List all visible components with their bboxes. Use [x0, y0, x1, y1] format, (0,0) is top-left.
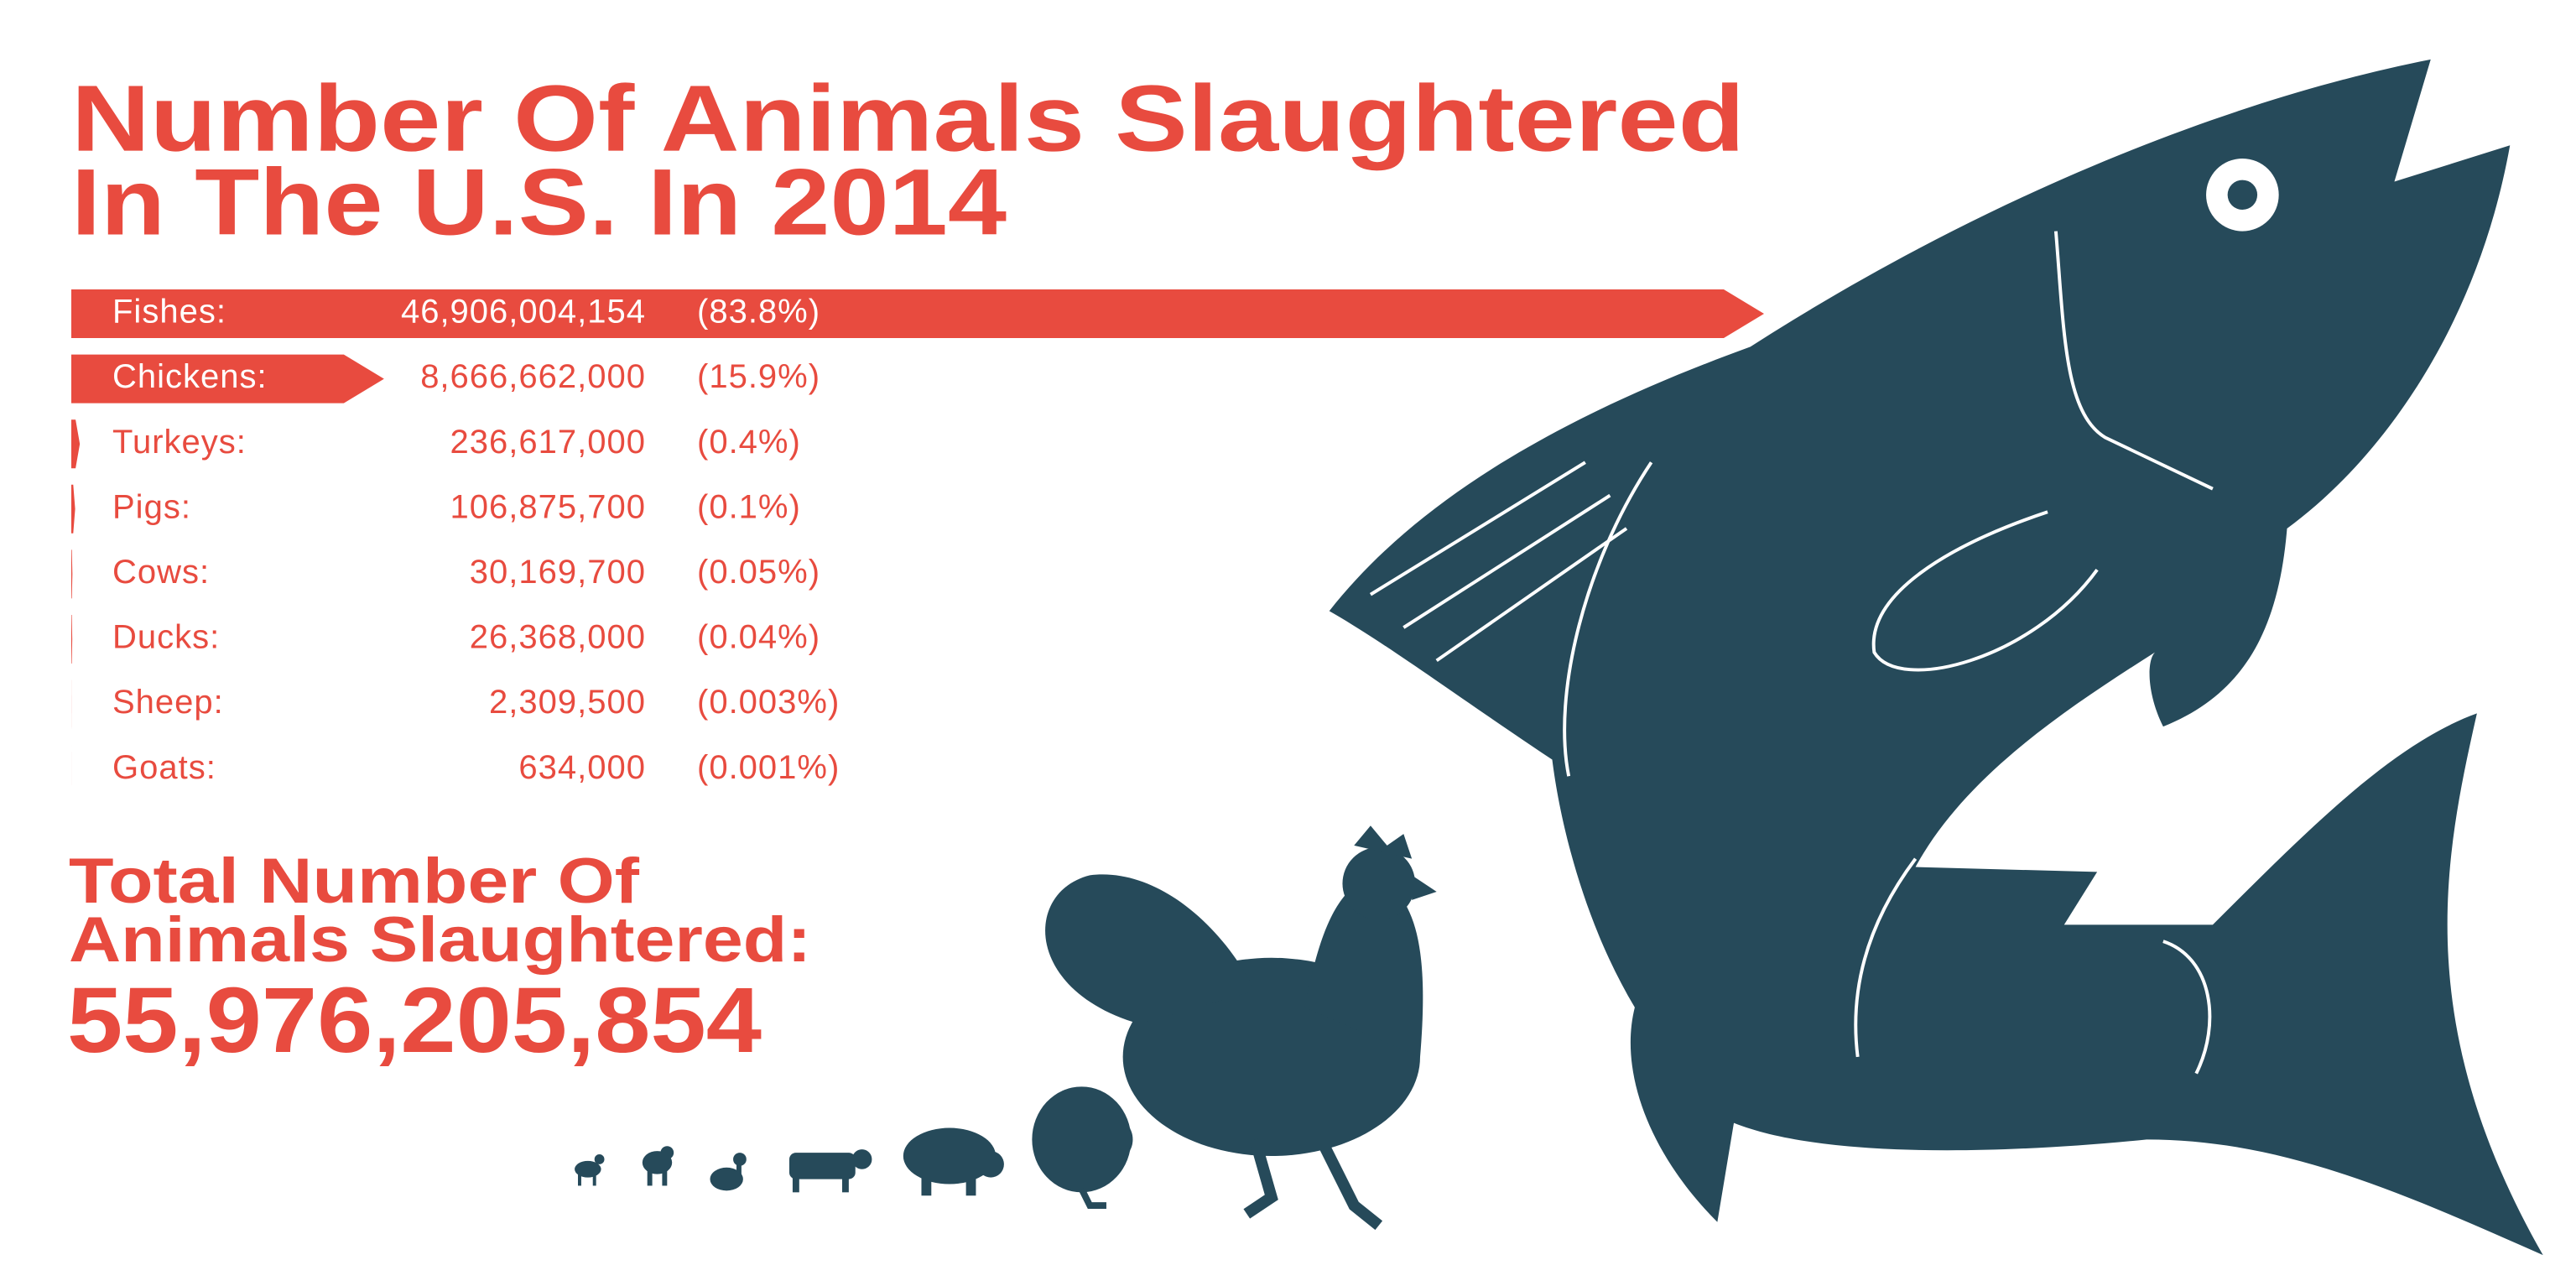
- fish-silhouette: [1329, 59, 2543, 1256]
- category-label: Pigs:: [112, 488, 191, 525]
- goat: [575, 1154, 605, 1186]
- rooster: [1045, 825, 1437, 1231]
- total-value: 55,976,205,854: [67, 969, 762, 1072]
- fish-pupil: [2227, 180, 2258, 211]
- fish-lines: [1369, 231, 2214, 1075]
- category-label: Turkeys:: [112, 424, 247, 461]
- percent-label: (0.05%): [697, 554, 820, 591]
- percent-label: (0.001%): [697, 749, 840, 786]
- category-label: Sheep:: [112, 684, 224, 721]
- cow: [788, 1149, 872, 1193]
- value-label: 46,906,004,154: [401, 294, 646, 331]
- duck: [710, 1153, 747, 1191]
- value-label: 8,666,662,000: [420, 358, 646, 395]
- chart-title: In The U.S. In 2014: [71, 150, 1007, 255]
- bar: [71, 549, 73, 599]
- illustration: [575, 59, 2543, 1256]
- value-label: 634,000: [518, 749, 646, 786]
- turkey: [1032, 1086, 1133, 1210]
- category-label: Goats:: [112, 749, 216, 786]
- chart-title: Number Of Animals Slaughtered: [71, 66, 1745, 171]
- bar: [71, 289, 1764, 338]
- value-label: 106,875,700: [450, 488, 646, 525]
- sheep: [642, 1146, 674, 1186]
- category-label: Ducks:: [112, 619, 220, 656]
- percent-label: (83.8%): [697, 294, 820, 331]
- value-label: 30,169,700: [470, 554, 646, 591]
- bar: [71, 615, 73, 664]
- bar: [71, 354, 384, 404]
- value-label: 2,309,500: [489, 684, 646, 721]
- category-label: Chickens:: [112, 358, 268, 395]
- pig: [903, 1127, 1004, 1196]
- total-title: Animals Slaughtered:: [69, 904, 811, 976]
- total-title: Total Number Of: [69, 846, 640, 917]
- percent-label: (0.1%): [697, 488, 801, 525]
- category-label: Fishes:: [112, 294, 226, 331]
- percent-label: (0.04%): [697, 619, 820, 656]
- percent-label: (15.9%): [697, 358, 820, 395]
- category-label: Cows:: [112, 554, 210, 591]
- percent-label: (0.003%): [697, 684, 840, 721]
- bar: [71, 484, 75, 534]
- bar: [71, 419, 81, 469]
- value-label: 26,368,000: [470, 619, 646, 656]
- percent-label: (0.4%): [697, 424, 801, 461]
- value-label: 236,617,000: [450, 424, 646, 461]
